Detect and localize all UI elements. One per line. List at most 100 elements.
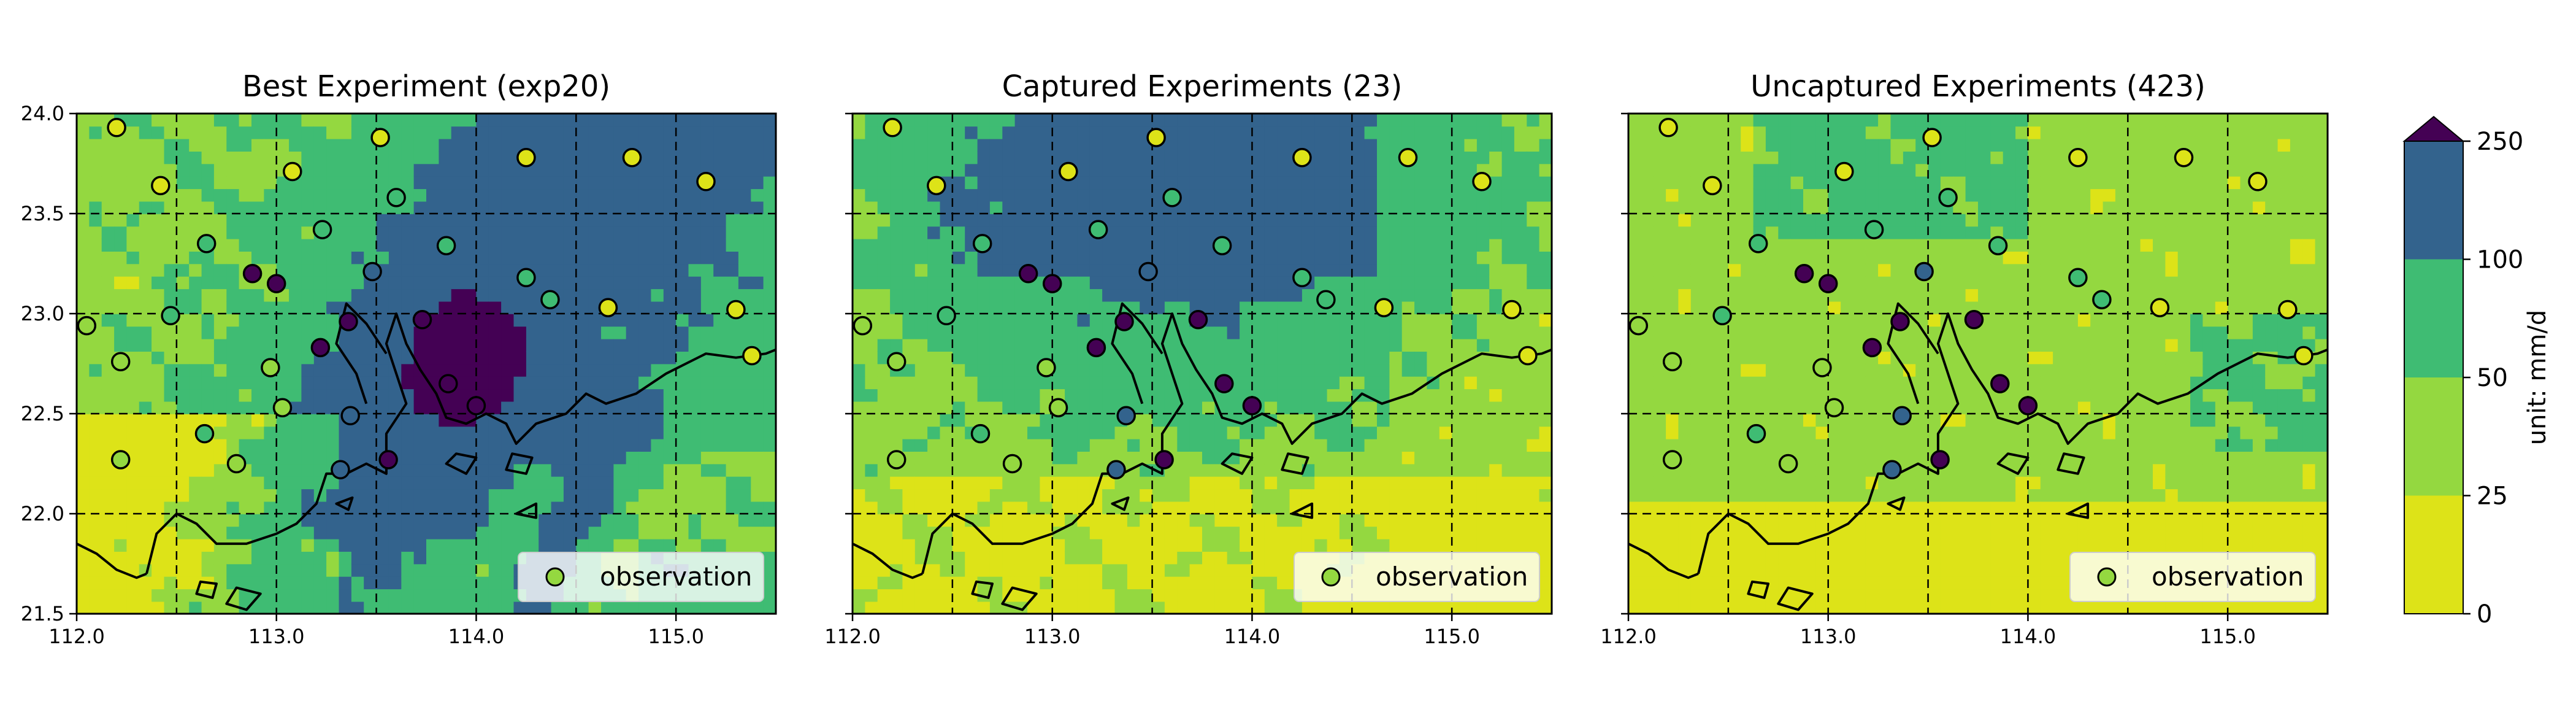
field-cell [164,114,177,127]
field-cell [563,238,577,252]
field-cell [476,188,489,202]
field-cell [1427,489,1440,502]
field-cell [700,463,715,477]
field-cell [1102,401,1116,414]
field-cell [1489,414,1503,427]
field-cell [588,401,602,414]
field-cell [763,238,776,252]
field-cell [676,351,689,365]
field-cell [1277,188,1290,202]
field-cell [126,589,140,602]
field-cell [101,251,115,265]
field-cell [1102,263,1116,277]
field-cell [1427,301,1440,314]
field-cell [1040,376,1053,390]
field-cell [1364,514,1378,527]
field-cell [264,576,277,590]
field-cell [1177,426,1190,439]
field-cell [1214,451,1228,465]
field-cell [1690,214,1704,227]
field-cell [1152,563,1165,577]
field-cell [1628,576,1642,590]
field-cell [1040,114,1053,127]
field-cell [1264,526,1278,539]
field-cell [1301,238,1316,252]
field-cell [1641,251,1654,265]
field-cell [501,138,515,152]
field-cell [613,163,627,177]
field-cell [1202,301,1216,314]
field-cell [576,238,589,252]
field-cell [1177,138,1190,152]
field-cell [1452,514,1465,527]
field-cell [1240,301,1253,314]
field-cell [989,463,1003,477]
field-cell [189,401,202,414]
field-cell [1377,363,1390,377]
field-cell [1252,526,1265,539]
field-cell [1464,438,1478,452]
field-cell [1666,426,1679,439]
field-cell [464,563,477,577]
field-cell [101,176,115,190]
field-cell [952,214,966,227]
field-cell [513,476,527,490]
field-cell [189,414,202,427]
field-cell [1127,514,1141,527]
field-cell [114,514,128,527]
field-cell [1240,151,1253,164]
field-cell [1464,226,1478,239]
field-cell [276,263,289,277]
panel-captured-experiments: 112.0 113.0 114.0 115.0 Captured Experiment… [824,69,1553,648]
field-cell [239,376,252,390]
field-cell [164,601,177,614]
field-cell [201,163,215,177]
field-cell [513,338,527,352]
field-cell [1052,114,1065,127]
field-cell [1501,338,1515,352]
field-cell [1065,338,1078,352]
field-cell [952,601,966,614]
field-cell [1314,338,1328,352]
field-cell [1728,501,1742,514]
field-cell [388,576,402,590]
field-cell [1189,288,1203,302]
field-cell [289,576,302,590]
field-cell [376,551,389,565]
field-cell [576,401,589,414]
field-cell [1227,188,1240,202]
field-cell [501,251,515,265]
field-cell [927,514,941,527]
field-cell [426,326,440,339]
field-cell [1214,326,1228,339]
field-cell [501,151,515,164]
field-cell [1339,288,1353,302]
field-cell [1653,214,1666,227]
field-cell [276,326,289,339]
field-cell [676,526,689,539]
field-cell [1289,338,1303,352]
field-cell [563,438,577,452]
field-cell [189,288,202,302]
field-cell [339,276,352,290]
field-cell [1678,326,1692,339]
field-cell [151,288,165,302]
field-cell [688,126,702,139]
field-cell [1002,126,1016,139]
field-cell [151,351,165,365]
field-cell [164,426,177,439]
field-cell [1114,538,1128,552]
field-cell [501,288,515,302]
field-cell [426,451,440,465]
field-cell [1277,589,1290,602]
field-cell [977,376,991,390]
field-cell [89,401,102,414]
field-cell [526,414,540,427]
field-cell [1114,251,1128,265]
field-cell [501,314,515,327]
field-cell [1427,251,1440,265]
field-cell [413,514,427,527]
field-cell [376,514,389,527]
field-cell [1401,426,1415,439]
field-cell [676,263,689,277]
